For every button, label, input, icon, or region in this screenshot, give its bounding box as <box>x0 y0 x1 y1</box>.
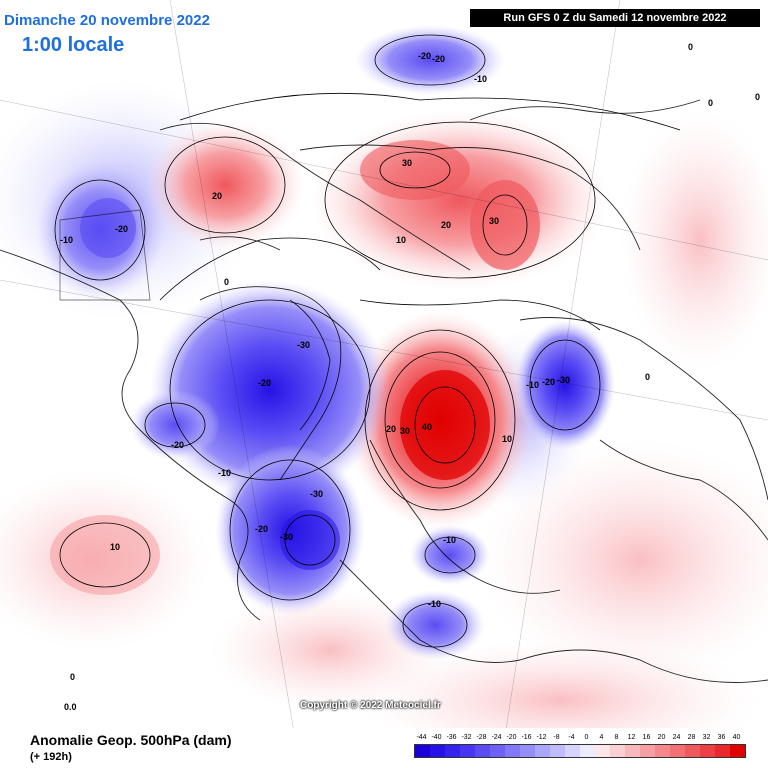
color-scale-swatch <box>625 745 640 757</box>
contour-label: 10 <box>110 542 120 552</box>
color-scale-swatch <box>520 745 535 757</box>
contour-label: 20 <box>386 424 396 434</box>
color-scale-swatch <box>595 745 610 757</box>
color-scale-swatch <box>445 745 460 757</box>
contour-label: -20 <box>432 54 445 64</box>
contour-label: 0 <box>224 277 229 287</box>
contour-label: -20 <box>542 377 555 387</box>
color-scale-swatch <box>610 745 625 757</box>
color-scale-tick: 4 <box>599 734 604 741</box>
color-scale-swatch <box>535 745 550 757</box>
contour-label: -20 <box>418 51 431 61</box>
color-scale-tick: 20 <box>657 734 666 741</box>
contour-label: 30 <box>400 426 410 436</box>
contour-label: -10 <box>474 74 487 84</box>
color-scale-tick: 28 <box>687 734 696 741</box>
color-scale-tick: 0 <box>584 734 589 741</box>
color-scale-swatch <box>730 745 745 757</box>
contour-lines <box>54 34 681 648</box>
contour-label: -10 <box>526 380 539 390</box>
color-scale-tick: -28 <box>476 734 487 741</box>
color-scale-tick: -4 <box>568 734 575 741</box>
color-scale-tick: 16 <box>642 734 651 741</box>
color-scale-swatch <box>640 745 655 757</box>
color-scale-swatch <box>550 745 565 757</box>
color-scale-tick: 36 <box>717 734 726 741</box>
color-scale-swatch <box>490 745 505 757</box>
color-scale-tick: 12 <box>627 734 636 741</box>
color-scale-tick: -36 <box>446 734 457 741</box>
contour-label: 0 <box>645 372 650 382</box>
contour-label: 10 <box>502 434 512 444</box>
contour-label: -30 <box>310 489 323 499</box>
contour-label: -20 <box>171 440 184 450</box>
color-scale-tick: -24 <box>491 734 502 741</box>
color-scale-swatch <box>460 745 475 757</box>
color-scale-tick: 32 <box>702 734 711 741</box>
color-scale-tick: -32 <box>461 734 472 741</box>
color-scale-swatch <box>685 745 700 757</box>
positive-anomaly-zones <box>50 110 610 595</box>
contour-label: -30 <box>297 340 310 350</box>
contour-label: -10 <box>428 599 441 609</box>
contour-label: -10 <box>443 535 456 545</box>
contour-labels: -20 -20 -10 -10 -20 -30 -20 -20 -10 -30 … <box>60 42 760 712</box>
color-scale-tick: -12 <box>536 734 547 741</box>
contour-label: 20 <box>441 220 451 230</box>
contour-label: 0 <box>755 92 760 102</box>
color-scale-tick: -40 <box>431 734 442 741</box>
color-scale-swatch <box>430 745 445 757</box>
contour-label: 0 <box>708 98 713 108</box>
color-scale-swatch <box>505 745 520 757</box>
color-scale-tick: 40 <box>732 734 741 741</box>
negative-anomaly-zones <box>35 25 615 660</box>
contour-label: -10 <box>60 235 73 245</box>
color-scale-tick: -44 <box>416 734 427 741</box>
contour-label: 20 <box>212 191 222 201</box>
color-scale-swatch <box>655 745 670 757</box>
model-run-info: Run GFS 0 Z du Samedi 12 novembre 2022 <box>470 9 760 27</box>
variable-title: Anomalie Geop. 500hPa (dam) <box>30 732 232 748</box>
color-scale-tick: -8 <box>553 734 560 741</box>
forecast-lead-time: (+ 192h) <box>30 751 72 763</box>
contour-label: -20 <box>255 524 268 534</box>
map-footer: Anomalie Geop. 500hPa (dam) (+ 192h) -44… <box>0 728 768 768</box>
coastlines <box>0 99 768 683</box>
contour-label: -20 <box>258 378 271 388</box>
contour-label: -10 <box>218 468 231 478</box>
color-scale-swatch <box>580 745 595 757</box>
color-scale-swatch <box>475 745 490 757</box>
forecast-date: Dimanche 20 novembre 2022 <box>4 12 210 29</box>
color-scale-tick: -20 <box>506 734 517 741</box>
color-scale-swatch <box>700 745 715 757</box>
contour-label: -20 <box>115 224 128 234</box>
contour-label: 10 <box>396 235 406 245</box>
forecast-time: 1:00 locale <box>22 34 125 56</box>
color-scale-swatch <box>715 745 730 757</box>
contour-label: 40 <box>422 422 432 432</box>
contour-label: 30 <box>402 158 412 168</box>
color-scale-bar <box>414 744 746 758</box>
color-scale-labels: -44 -40 -36 -32 -28 -24 -20 -16 -12 -8 -4 0 4 8 12 16 20… <box>414 734 744 744</box>
color-scale-tick: -16 <box>521 734 532 741</box>
contour-label: 30 <box>489 216 499 226</box>
contour-label: -30 <box>557 375 570 385</box>
color-scale-swatch <box>415 745 430 757</box>
contour-label: 0 <box>688 42 693 52</box>
copyright-text: Copyright © 2022 Meteociel.fr <box>300 700 441 711</box>
contour-label: 0.0 <box>64 702 77 712</box>
color-scale-tick: 24 <box>672 734 681 741</box>
contour-label: 0 <box>70 672 75 682</box>
color-scale-tick: 8 <box>614 734 619 741</box>
contour-label: -30 <box>280 532 293 542</box>
color-scale-swatch <box>565 745 580 757</box>
color-scale-swatch <box>670 745 685 757</box>
